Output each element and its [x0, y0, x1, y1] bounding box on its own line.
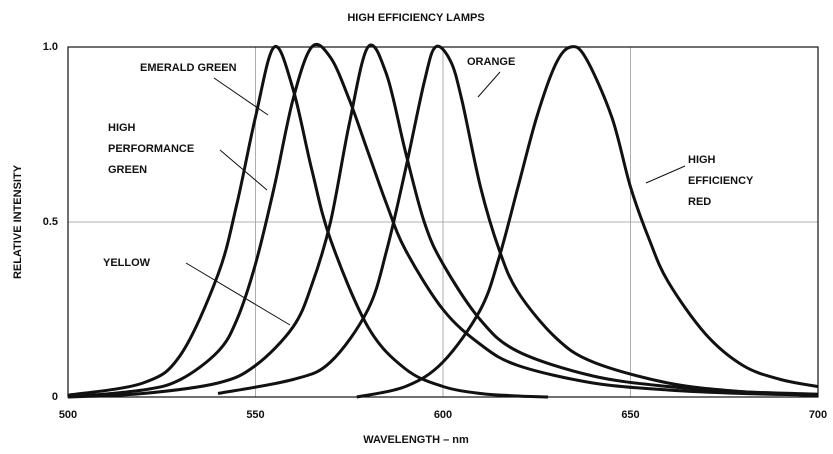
series-label: HIGH PERFORMANCE GREEN [108, 122, 194, 176]
x-tick-label: 600 [434, 409, 452, 421]
x-tick-label: 700 [809, 409, 827, 421]
spectrum-line [67, 42, 819, 399]
chart-title: HIGH EFFICIENCY LAMPS [347, 12, 484, 24]
leader-line [645, 165, 686, 184]
spectrum-line [356, 45, 819, 399]
leader-line [213, 77, 269, 116]
y-tick-label: 1.0 [43, 41, 58, 53]
series-label: ORANGE [467, 56, 515, 68]
series-label: EMERALD GREEN [140, 62, 237, 74]
leader-line [185, 262, 291, 326]
x-tick-label: 500 [59, 409, 77, 421]
y-axis-label: RELATIVE INTENSITY [12, 164, 24, 279]
spectrum-line [67, 45, 549, 399]
x-tick-label: 550 [246, 409, 264, 421]
y-tick-label: 0 [52, 391, 58, 403]
series-label: HIGH EFFICIENCY RED [688, 154, 754, 208]
spectrum-line [67, 43, 819, 399]
x-axis-label: WAVELENGTH – nm [363, 434, 469, 446]
y-tick-label: 0.5 [43, 216, 58, 228]
spectrum-line [217, 44, 819, 397]
leader-line [477, 71, 501, 98]
series-label: YELLOW [103, 257, 151, 269]
plot-frame [67, 46, 819, 398]
leader-line [219, 149, 268, 191]
x-tick-label: 650 [621, 409, 639, 421]
